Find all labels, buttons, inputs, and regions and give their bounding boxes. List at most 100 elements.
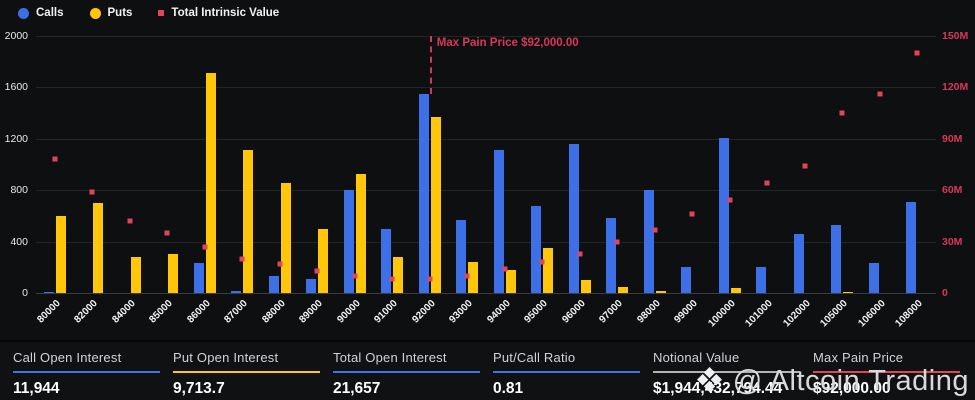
intrinsic-value-dot[interactable] [727, 197, 733, 203]
bar-group-85000[interactable] [149, 36, 186, 293]
puts-bar[interactable] [205, 73, 216, 293]
intrinsic-value-dot[interactable] [764, 180, 770, 186]
plot-area[interactable]: Max Pain Price $92,000.00 [36, 36, 936, 294]
intrinsic-value-dot[interactable] [839, 110, 845, 116]
intrinsic-value-dot[interactable] [52, 156, 58, 162]
bar-group-102000[interactable] [786, 36, 823, 293]
intrinsic-value-dot[interactable] [577, 251, 583, 257]
intrinsic-value-dot[interactable] [652, 227, 658, 233]
bar-group-95000[interactable] [524, 36, 561, 293]
bar-group-89000[interactable] [299, 36, 336, 293]
calls-bar[interactable] [831, 224, 842, 293]
calls-bar[interactable] [606, 218, 617, 293]
puts-bar[interactable] [430, 116, 441, 293]
calls-bar[interactable] [456, 219, 467, 293]
bar-group-98000[interactable] [636, 36, 673, 293]
calls-bar[interactable] [43, 291, 54, 293]
puts-bar[interactable] [543, 248, 554, 293]
bar-group-94000[interactable] [486, 36, 523, 293]
bar-group-90000[interactable] [336, 36, 373, 293]
calls-bar[interactable] [643, 190, 654, 293]
bar-group-99000[interactable] [674, 36, 711, 293]
intrinsic-value-dot[interactable] [202, 244, 208, 250]
bar-group-82000[interactable] [73, 36, 110, 293]
calls-bar[interactable] [793, 233, 804, 293]
calls-bar[interactable] [718, 137, 729, 293]
bar-group-108000[interactable] [899, 36, 936, 293]
calls-bar[interactable] [868, 263, 879, 293]
bar-group-92000[interactable] [411, 36, 448, 293]
y-axis-left: 2000 1600 1200 800 400 0 [0, 30, 34, 299]
intrinsic-value-dot[interactable] [127, 218, 133, 224]
calls-bar[interactable] [906, 201, 917, 293]
calls-bar[interactable] [493, 150, 504, 293]
puts-bar[interactable] [93, 203, 104, 293]
calls-bar[interactable] [531, 205, 542, 293]
calls-bar[interactable] [381, 228, 392, 293]
calls-bar[interactable] [306, 278, 317, 293]
calls-bar[interactable] [193, 263, 204, 293]
intrinsic-value-dot[interactable] [164, 230, 170, 236]
intrinsic-value-dot[interactable] [464, 273, 470, 279]
intrinsic-value-dot[interactable] [389, 276, 395, 282]
intrinsic-value-dot[interactable] [502, 266, 508, 272]
legend-item-intrinsic-value[interactable]: Total Intrinsic Value [158, 7, 279, 19]
intrinsic-value-dot[interactable] [314, 268, 320, 274]
puts-bar[interactable] [843, 291, 854, 293]
calls-bar[interactable] [268, 276, 279, 293]
intrinsic-value-dot[interactable] [89, 189, 95, 195]
calls-bar[interactable] [568, 143, 579, 293]
puts-bar[interactable] [393, 257, 404, 293]
legend-item-puts[interactable]: Puts [89, 7, 133, 19]
intrinsic-value-dot[interactable] [802, 163, 808, 169]
puts-bar[interactable] [55, 215, 66, 293]
puts-bar[interactable] [618, 286, 629, 293]
puts-bar[interactable] [280, 182, 291, 293]
puts-bar[interactable] [468, 262, 479, 293]
gridline [36, 36, 936, 37]
bar-group-91000[interactable] [374, 36, 411, 293]
gridline [36, 190, 936, 192]
puts-bar[interactable] [168, 254, 179, 293]
bar-group-100000[interactable] [711, 36, 748, 293]
bar-group-105000[interactable] [824, 36, 861, 293]
bar-group-96000[interactable] [561, 36, 598, 293]
bar-group-106000[interactable] [861, 36, 898, 293]
bar-group-86000[interactable] [186, 36, 223, 293]
intrinsic-value-dot[interactable] [689, 211, 695, 217]
legend-label-puts: Puts [107, 7, 133, 19]
y-axis-left-tick: 2000 [4, 30, 28, 42]
puts-bar[interactable] [130, 257, 141, 293]
puts-bar[interactable] [318, 228, 329, 293]
calls-bar[interactable] [343, 190, 354, 293]
puts-bar[interactable] [243, 150, 254, 293]
bar-group-101000[interactable] [749, 36, 786, 293]
puts-bar[interactable] [730, 287, 741, 293]
intrinsic-value-dot[interactable] [614, 239, 620, 245]
stat-underline [13, 371, 160, 373]
legend-label-calls: Calls [36, 7, 64, 19]
calls-bar[interactable] [756, 267, 767, 293]
calls-bar[interactable] [231, 291, 242, 293]
intrinsic-value-dot[interactable] [352, 273, 358, 279]
intrinsic-value-dot[interactable] [914, 50, 920, 56]
intrinsic-value-dot[interactable] [277, 261, 283, 267]
puts-bar[interactable] [505, 269, 516, 293]
bar-group-97000[interactable] [599, 36, 636, 293]
calls-bar[interactable] [418, 93, 429, 293]
x-axis-label: 108000 [893, 298, 926, 330]
bar-group-80000[interactable] [36, 36, 73, 293]
bar-group-93000[interactable] [449, 36, 486, 293]
intrinsic-value-dot[interactable] [239, 256, 245, 262]
puts-bar[interactable] [655, 291, 666, 293]
puts-bar[interactable] [580, 280, 591, 293]
bar-group-88000[interactable] [261, 36, 298, 293]
intrinsic-value-dot[interactable] [539, 259, 545, 265]
calls-bar[interactable] [681, 267, 692, 293]
intrinsic-value-dot[interactable] [877, 91, 883, 97]
intrinsic-value-dot[interactable] [427, 276, 433, 282]
bar-group-87000[interactable] [224, 36, 261, 293]
legend-item-calls[interactable]: Calls [18, 7, 64, 19]
puts-bar[interactable] [355, 173, 366, 293]
bar-group-84000[interactable] [111, 36, 148, 293]
